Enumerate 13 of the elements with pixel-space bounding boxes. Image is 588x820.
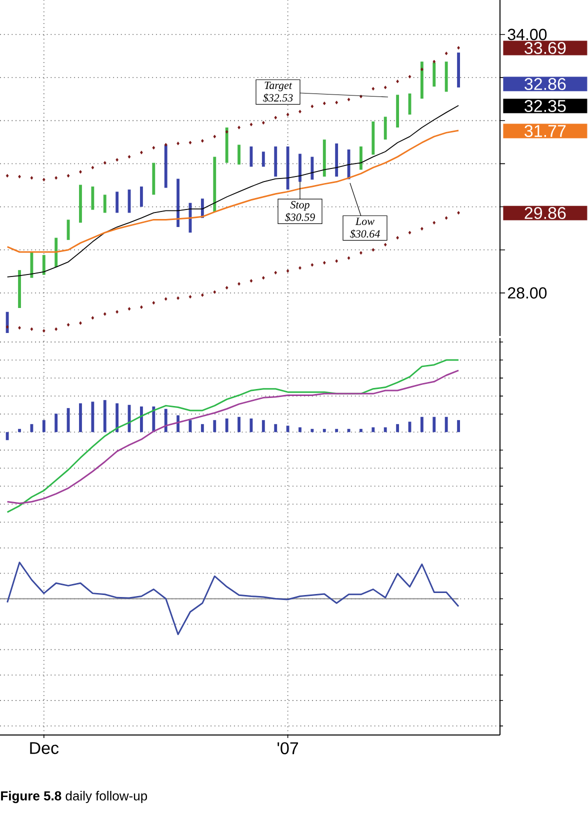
text: Figure 5.8 daily follow-up — [1, 790, 148, 804]
text: 33.69 — [524, 42, 566, 54]
annotation: Stop $30.59 — [284, 201, 315, 222]
text: 32.35 — [524, 100, 566, 112]
text: 31.77 — [524, 124, 566, 138]
x-tick-label: '07 — [278, 742, 298, 754]
x-tick-label: Dec — [30, 742, 59, 754]
y-tick-label: 34.00 — [508, 28, 547, 40]
text: 29.86 — [524, 206, 566, 220]
annotation: Target $32.53 — [263, 82, 293, 102]
y-tick-label: 28.00 — [508, 287, 547, 299]
annotation: Low $30.64 — [350, 218, 380, 238]
text: 32.86 — [524, 78, 566, 90]
